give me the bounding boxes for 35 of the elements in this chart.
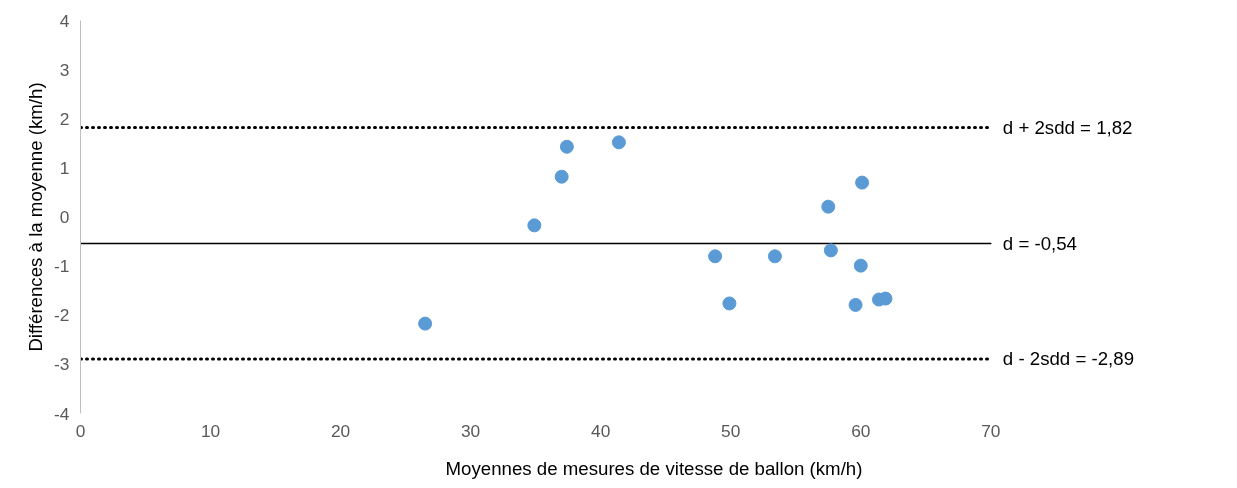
x-tick-label: 20	[330, 420, 351, 441]
point	[853, 258, 868, 273]
point	[708, 249, 723, 264]
point	[559, 139, 574, 154]
y-tick-label: 3	[59, 59, 70, 80]
x-tick-label: 60	[851, 420, 871, 441]
point	[554, 169, 569, 184]
y-tick-label: 2	[59, 108, 70, 129]
y-tick-label: -3	[54, 354, 70, 375]
ref-line-label: d = -0,54	[1002, 233, 1077, 255]
point	[848, 297, 863, 312]
x-tick-label: 10	[200, 420, 221, 441]
x-axis-title: Moyennes de mesures de vitesse de ballon (km/h)	[445, 457, 863, 479]
x-tick-label: 30	[461, 420, 481, 441]
ref-line-label: d - 2sdd = -2,89	[1002, 348, 1135, 370]
point	[611, 135, 626, 150]
y-tick-label: -2	[54, 305, 70, 326]
point	[722, 296, 737, 311]
y-axis-title: Différences à la moyenne (km/h)	[25, 82, 47, 352]
y-tick-label: -4	[54, 403, 70, 424]
point	[823, 243, 838, 258]
y-tick-label: 4	[59, 10, 70, 31]
point	[855, 175, 870, 190]
x-tick-label: 70	[981, 420, 1001, 441]
point	[767, 249, 782, 264]
x-tick-label: 50	[721, 420, 741, 441]
ref-line-label: d + 2sdd = 1,82	[1002, 117, 1133, 139]
point	[527, 218, 542, 233]
y-tick-label: 0	[59, 207, 70, 227]
x-tick-label: 40	[591, 420, 611, 441]
point	[418, 316, 433, 331]
y-tick-label: -1	[54, 256, 70, 277]
point	[821, 199, 836, 214]
x-tick-label: 0	[75, 420, 86, 441]
y-tick-label: 1	[59, 157, 70, 178]
